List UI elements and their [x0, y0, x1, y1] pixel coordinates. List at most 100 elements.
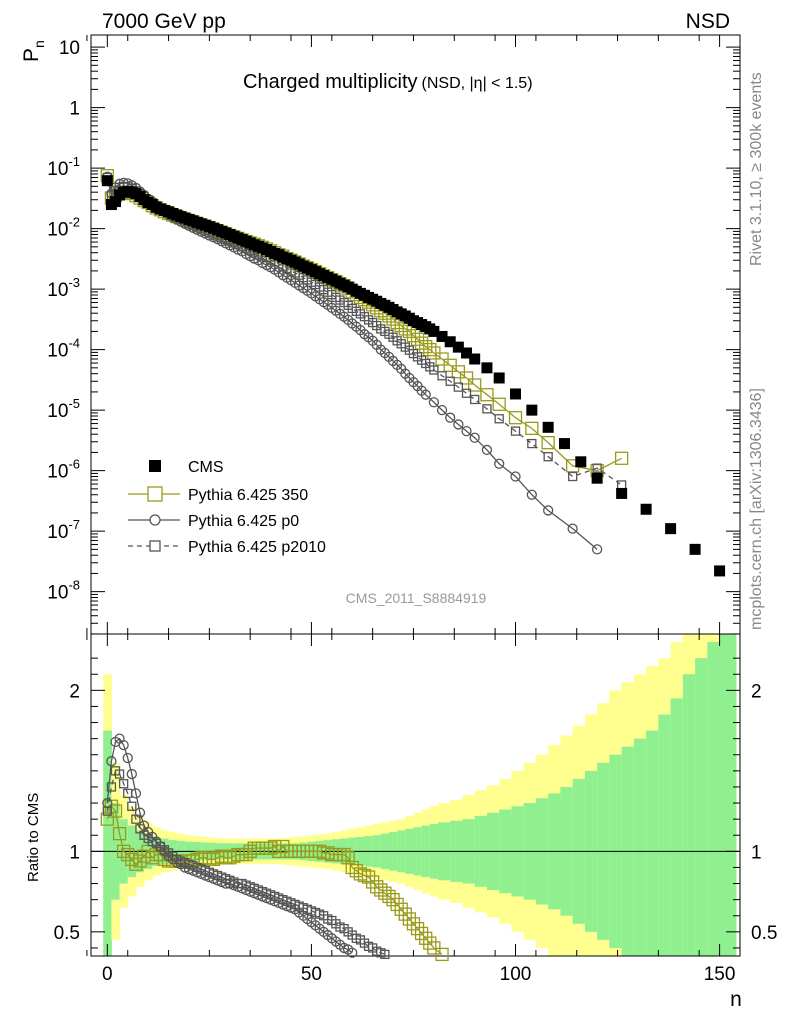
point-p2010: [567, 471, 578, 482]
y-tick-label: 10-8: [47, 578, 80, 604]
cms-point: [526, 404, 538, 416]
ratio-point-p350: [390, 897, 404, 912]
mcplots-label: mcplots.cern.ch [arXiv:1306.3436]: [748, 388, 765, 630]
ratio-tick-label-right: 1: [751, 842, 762, 863]
point-p350: [459, 371, 474, 385]
ratio-uncertainty-bands: [103, 634, 737, 956]
band-inner: [707, 642, 721, 956]
ratio-point-p350: [435, 947, 449, 962]
series-layer: [100, 169, 726, 962]
legend-marker: [147, 486, 163, 502]
x-tick-label: 150: [704, 964, 736, 985]
cms-point: [109, 196, 121, 208]
ratio-tick-label-right: 2: [751, 681, 762, 702]
chart-title-main: Charged multiplicity: [243, 71, 418, 93]
ratio-point-p0: [122, 752, 133, 764]
y-tick-label: 10-6: [47, 457, 80, 483]
point-p0: [445, 412, 456, 423]
legend: CMS Pythia 6.425 350 Pythia 6.425 p0 Pythia…: [128, 459, 326, 556]
ratio-point-p350: [100, 812, 114, 826]
x-tick-label: 0: [102, 964, 113, 985]
ratio-point-p350: [394, 902, 408, 916]
cms-point: [616, 487, 628, 499]
point-p350: [480, 388, 494, 402]
legend-label: Pythia 6.425 p0: [188, 513, 299, 530]
cms-point: [591, 472, 603, 484]
point-p0: [567, 523, 578, 534]
ratio-point-p350: [386, 893, 400, 907]
band-inner: [682, 674, 696, 956]
point-p350: [423, 342, 437, 357]
point-p350: [410, 332, 425, 346]
cms-point: [689, 543, 701, 555]
ratio-point-p350: [402, 912, 417, 926]
point-p0: [428, 397, 440, 408]
band-inner: [695, 658, 708, 956]
legend-marker: [149, 514, 161, 526]
point-p0: [526, 489, 537, 500]
point-p350: [525, 421, 539, 435]
y-axis-ratio-label: Ratio to CMS: [25, 793, 42, 882]
ratio-point-p2010: [131, 814, 141, 824]
band-inner: [103, 730, 112, 956]
cms-point: [469, 353, 481, 365]
x-tick-label: 50: [301, 964, 322, 985]
ratio-point-p350: [398, 907, 412, 921]
ratio-point-p0: [118, 739, 129, 751]
point-p0: [469, 432, 480, 443]
cms-point: [714, 565, 726, 577]
cms-point: [444, 336, 456, 348]
ratio-point-p0: [106, 756, 117, 767]
band-inner: [633, 738, 647, 956]
ratio-point-p2010: [119, 779, 129, 789]
cms-point: [436, 330, 448, 342]
point-p350: [406, 329, 421, 343]
cms-point: [575, 456, 587, 468]
point-p0: [494, 458, 505, 469]
header-energy: 7000 GeV pp: [102, 10, 226, 33]
point-p0: [461, 425, 472, 437]
point-p0: [481, 444, 493, 456]
point-p2010: [461, 388, 472, 398]
ratio-point-p350: [341, 851, 355, 865]
point-p2010: [543, 452, 553, 462]
ratio-point-p2010: [114, 769, 125, 779]
point-p2010: [445, 376, 455, 386]
ratio-tick-label-left: 2: [69, 681, 80, 702]
y-tick-label: 1: [69, 99, 80, 120]
band-inner: [646, 730, 659, 956]
ratio-tick-label-left: 1: [69, 842, 80, 863]
x-tick-label: 100: [500, 964, 532, 985]
cms-point: [558, 438, 570, 450]
series-line-p0: [106, 176, 598, 550]
chart-title-sub: (NSD, |η| < 1.5): [422, 75, 533, 92]
point-p2010: [437, 371, 447, 381]
ratio-point-p350: [353, 867, 368, 881]
point-p350: [614, 451, 629, 465]
cms-point: [665, 523, 677, 535]
ratio-point-p2010: [102, 806, 112, 816]
band-inner: [719, 634, 737, 956]
cms-point: [452, 341, 464, 353]
legend-marker-cms: [149, 460, 161, 472]
x-axis-label: n: [730, 988, 742, 1011]
ratio-point-p350: [419, 931, 433, 945]
point-p0: [510, 471, 521, 482]
point-p350: [541, 436, 555, 450]
cms-point: [542, 421, 554, 433]
ratio-point-p2010: [123, 788, 133, 799]
y-tick-label: 10-5: [47, 396, 80, 422]
band-inner: [658, 714, 672, 956]
legend-label: CMS: [188, 459, 224, 476]
series-line-p2010: [106, 177, 622, 486]
ratio-point-p350: [406, 917, 421, 931]
point-p2010: [510, 426, 521, 436]
cms-point: [461, 347, 473, 359]
point-p350: [492, 397, 506, 411]
point-p2010: [482, 404, 492, 414]
point-p2010: [470, 394, 480, 405]
ratio-point-p350: [361, 870, 376, 884]
ratio-tick-label-right: 0.5: [751, 923, 777, 944]
legend-marker: [149, 540, 161, 552]
